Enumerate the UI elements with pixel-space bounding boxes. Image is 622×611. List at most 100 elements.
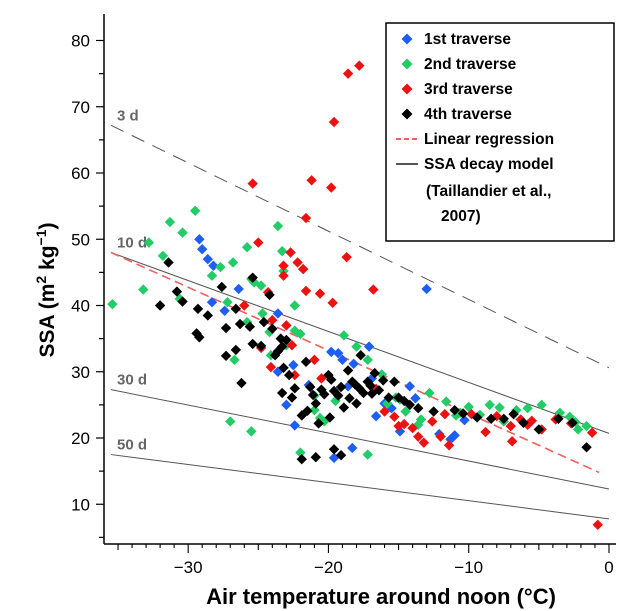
data-point-series4-4 — [192, 303, 204, 315]
data-point-series2-4 — [177, 227, 188, 238]
data-point-series3-10 — [292, 257, 303, 268]
data-point-series2-31 — [362, 354, 373, 366]
data-point-series3-30 — [407, 422, 418, 434]
data-point-series3-18 — [327, 297, 338, 309]
data-point-series1-2 — [196, 243, 208, 255]
data-point-series1-17 — [363, 341, 375, 352]
data-point-series3-38 — [505, 420, 516, 432]
decay-line-3d — [110, 124, 610, 369]
decay-label-3d: 3 d — [117, 107, 139, 124]
data-point-series2-54 — [206, 270, 218, 281]
data-point-series4-18 — [258, 316, 270, 328]
data-point-series4-34 — [319, 389, 330, 400]
x-tick-label--10: −10 — [454, 558, 483, 577]
data-point-series1-4 — [208, 260, 219, 271]
data-point-series4-56 — [413, 402, 424, 414]
data-point-series2-50 — [572, 424, 584, 435]
y-title-mid: kg — [36, 245, 59, 275]
data-point-series1-32 — [289, 420, 300, 431]
data-point-series4-68 — [581, 442, 592, 453]
data-point-series3-1 — [342, 68, 354, 79]
data-point-series4-5 — [202, 310, 214, 321]
data-point-series4-10 — [220, 322, 232, 334]
data-point-series1-15 — [348, 358, 359, 369]
data-point-series3-44 — [586, 427, 598, 438]
data-point-series4-71 — [310, 452, 322, 463]
data-point-series4-72 — [328, 444, 340, 455]
data-point-series2-13 — [255, 280, 267, 291]
legend-box — [385, 22, 615, 242]
data-point-series4-19 — [264, 289, 275, 301]
y-tick-label-30: 30 — [71, 363, 90, 382]
data-point-series4-52 — [389, 376, 400, 387]
data-point-series4-63 — [508, 408, 519, 420]
data-point-series2-18 — [276, 245, 288, 257]
y-axis-title: SSA (m2 kg−1) — [33, 222, 59, 357]
data-point-series2-62 — [362, 449, 373, 460]
data-point-series3-5 — [306, 175, 317, 186]
data-point-series1-27 — [449, 430, 460, 441]
data-point-series1-8 — [272, 308, 284, 319]
data-point-series1-13 — [333, 348, 344, 359]
data-point-series4-17 — [255, 340, 267, 352]
data-point-series1-30 — [347, 442, 358, 454]
data-point-series4-40 — [338, 402, 350, 413]
data-point-series2-8 — [222, 296, 233, 308]
decay-label-30d: 30 d — [117, 372, 147, 389]
data-point-series4-83 — [296, 410, 307, 421]
data-point-series3-29 — [393, 420, 404, 432]
y-tick-label-20: 20 — [71, 429, 90, 448]
data-point-series4-67 — [567, 417, 578, 428]
data-point-series4-65 — [533, 424, 545, 435]
decay-label-10d: 10 d — [117, 235, 147, 252]
data-point-series4-75 — [286, 392, 298, 403]
data-point-series4-76 — [247, 272, 258, 283]
data-point-series4-82 — [351, 398, 362, 409]
data-point-series2-36 — [424, 387, 435, 399]
legend-label-3: 3rd traverse — [424, 81, 513, 98]
y-tick-label-40: 40 — [71, 297, 90, 316]
data-point-series2-55 — [225, 416, 236, 427]
data-point-series4-64 — [518, 417, 529, 428]
data-point-series3-23 — [286, 340, 298, 351]
decay-line-10d — [110, 252, 610, 434]
data-point-series4-20 — [267, 323, 278, 334]
data-point-series1-11 — [288, 359, 299, 371]
data-point-series3-12 — [341, 251, 352, 263]
data-point-series3-26 — [379, 406, 390, 417]
data-point-series4-11 — [230, 303, 242, 315]
data-point-series2-41 — [484, 399, 495, 411]
data-point-series4-59 — [457, 408, 469, 419]
data-point-series4-57 — [428, 406, 439, 417]
decay-line-50d — [110, 454, 610, 520]
data-point-series3-14 — [278, 270, 289, 281]
data-point-series4-77 — [236, 377, 247, 389]
data-point-series4-41 — [342, 365, 354, 376]
data-point-series3-13 — [278, 260, 289, 271]
legend-marker-4 — [401, 108, 413, 120]
y-tick-label-10: 10 — [71, 495, 90, 514]
data-point-series1-1 — [194, 234, 205, 245]
points-layer — [107, 60, 603, 530]
data-point-series4-26 — [278, 362, 289, 373]
legend-label-2: 2nd traverse — [424, 56, 517, 73]
data-point-series4-28 — [289, 383, 300, 394]
data-point-series4-84 — [344, 393, 355, 404]
data-point-series1-3 — [202, 253, 214, 265]
data-point-series4-62 — [498, 413, 509, 424]
data-point-series4-36 — [326, 374, 337, 385]
data-point-series3-53 — [439, 408, 451, 420]
data-point-series4-47 — [365, 380, 376, 391]
decay-label-50d: 50 d — [117, 437, 147, 454]
data-point-series4-12 — [234, 318, 246, 330]
data-point-series3-49 — [309, 354, 320, 366]
data-point-series4-45 — [358, 387, 369, 399]
y-tick-label-80: 80 — [71, 32, 90, 51]
data-point-series2-34 — [400, 406, 411, 417]
data-point-series2-20 — [289, 300, 300, 311]
data-point-series4-69 — [296, 454, 307, 465]
data-point-series3-41 — [526, 415, 538, 426]
data-point-series2-6 — [215, 261, 226, 273]
data-point-series2-19 — [272, 220, 284, 232]
